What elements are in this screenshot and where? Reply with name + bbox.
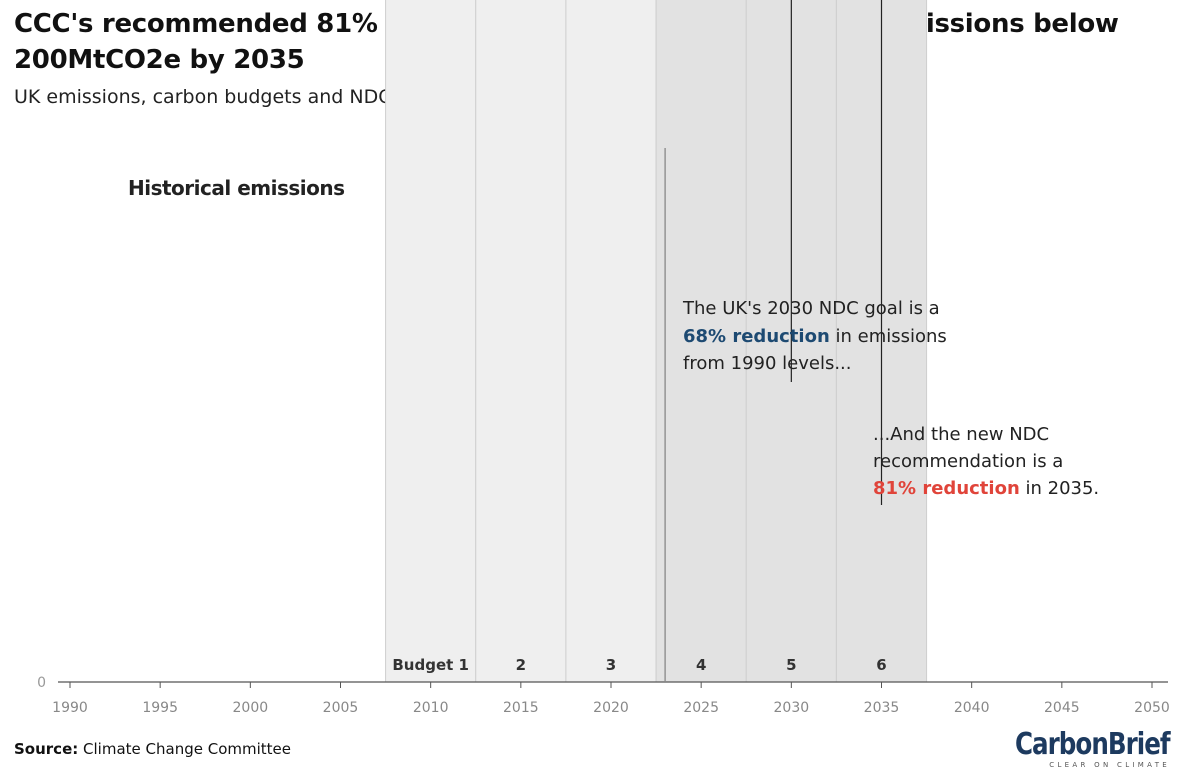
annotation-text: recommendation is a — [873, 451, 1063, 472]
budget-bar — [475, 0, 567, 683]
ndc-2030-annotation-line1: The UK's 2030 NDC goal is a — [682, 298, 940, 319]
source-note: Source: Climate Change Committee — [14, 740, 291, 758]
x-tick-label: 2035 — [864, 700, 900, 716]
x-tick-label: 2005 — [323, 700, 359, 716]
budget-label: 6 — [876, 656, 886, 674]
x-tick-label: 1990 — [52, 700, 88, 716]
x-tick-label: 2010 — [413, 700, 449, 716]
source-label: Source: — [14, 740, 79, 758]
historical-emissions-label: Historical emissions — [128, 176, 345, 200]
budget-bar — [655, 0, 747, 683]
ndc-2035-annotation-line3: 81% reduction in 2035. — [873, 478, 1099, 499]
x-tick-label: 2000 — [233, 700, 269, 716]
source-text: Climate Change Committee — [83, 740, 291, 758]
annotation-text: ...And the new NDC — [873, 424, 1049, 445]
x-tick-label: 2025 — [683, 700, 719, 716]
x-tick-label: 2020 — [593, 700, 629, 716]
x-tick-label: 2050 — [1134, 700, 1170, 716]
ndc-2030-annotation-line3: from 1990 levels... — [683, 353, 852, 374]
x-tick-label: 2015 — [503, 700, 539, 716]
ndc-2035-highlight: 81% reduction — [873, 478, 1020, 499]
budget-label: 5 — [786, 656, 796, 674]
annotation-text: in 2035. — [1020, 478, 1099, 499]
budget-label: 2 — [516, 656, 526, 674]
ndc-2030-annotation-line2: 68% reduction in emissions — [683, 326, 947, 347]
x-tick-label: 2040 — [954, 700, 990, 716]
logo-wordmark: CarbonBrief — [1015, 727, 1171, 762]
y-tick-label: 0 — [37, 675, 46, 691]
budget-label: 3 — [606, 656, 616, 674]
ndc-2030-highlight: 68% reduction — [683, 326, 830, 347]
emissions-chart: 0200400600800Budget 123456Budget headroo… — [37, 0, 1170, 716]
logo-tagline: CLEAR ON CLIMATE — [1049, 761, 1170, 769]
annotation-text: from 1990 levels... — [683, 353, 852, 374]
budget-bar — [385, 0, 477, 683]
annotation-text: in emissions — [830, 326, 947, 347]
x-tick-label: 2030 — [774, 700, 810, 716]
budget-label: 4 — [696, 656, 706, 674]
budget-bar — [565, 0, 657, 683]
ndc-2035-annotation-line2: recommendation is a — [873, 451, 1063, 472]
x-tick-label: 1995 — [142, 700, 178, 716]
ndc-2035-annotation-line1: ...And the new NDC — [873, 424, 1049, 445]
x-tick-label: 2045 — [1044, 700, 1080, 716]
carbonbrief-logo[interactable]: CarbonBrief CLEAR ON CLIMATE — [981, 727, 1171, 770]
annotation-text: The UK's 2030 NDC goal is a — [682, 298, 940, 319]
budget-label: Budget 1 — [392, 656, 469, 674]
